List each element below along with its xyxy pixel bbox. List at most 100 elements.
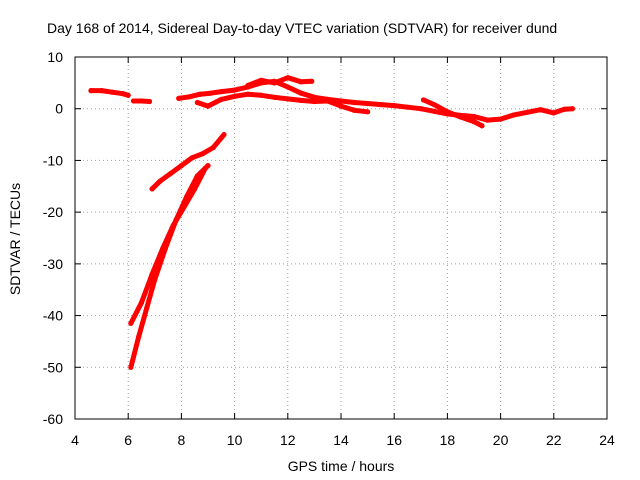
data-point [245,82,251,89]
data-point [232,87,238,93]
data-point [309,78,315,84]
data-point [168,170,174,176]
data-point [285,84,291,90]
data-point [298,79,304,85]
data-point [498,116,504,122]
data-point [365,109,371,115]
data-point [338,103,344,109]
y-tick-label: -40 [43,308,63,324]
axis-ticks: 4 6 8 10 12 14 16 18 20 22 24 10 0 -10 -20 -30 -40 -50 -60 [43,49,615,448]
y-tick-label: 0 [55,101,63,117]
data-point [471,119,477,125]
y-tick-label: -10 [43,152,63,168]
data-series [88,75,576,370]
data-point [99,88,105,94]
data-point [569,106,576,112]
data-point [208,90,214,96]
x-tick-label: 8 [178,432,186,448]
data-point [144,305,150,311]
x-axis-label: GPS time / hours [288,458,395,474]
data-point [178,163,184,169]
data-point [524,109,530,115]
series-track-d [149,132,227,192]
data-point [298,90,304,96]
x-tick-label: 12 [280,432,296,448]
x-tick-label: 10 [227,432,243,448]
chart-title: Day 168 of 2014, Sidereal Day-to-day VTE… [47,20,557,36]
data-point [125,92,131,98]
data-point [184,194,190,200]
data-point [157,178,163,184]
data-point [511,112,517,118]
data-point [205,103,211,109]
data-point [420,97,427,103]
data-point [128,320,134,326]
y-axis-label: SDTVAR / TECUs [7,183,23,295]
data-point [173,217,179,223]
data-point [325,98,331,104]
x-tick-label: 14 [333,432,349,448]
data-point [218,89,224,95]
data-point [162,245,169,251]
data-point [418,106,424,112]
data-point [285,96,291,102]
data-point [136,333,142,339]
data-point [311,94,317,100]
data-point [88,88,94,94]
data-point [258,92,264,98]
data-point [128,364,134,370]
data-point [194,99,200,106]
x-tick-label: 16 [386,432,402,448]
data-point [210,144,216,151]
y-tick-label: -30 [43,256,63,272]
data-point [444,109,450,115]
x-tick-label: 24 [599,432,615,448]
data-point [551,110,557,116]
data-point [479,123,485,129]
data-point [245,91,251,97]
data-point [338,98,344,104]
data-point [109,89,115,95]
y-tick-label: 10 [47,49,63,65]
data-point [200,151,206,157]
data-point [311,98,317,105]
data-point [271,94,278,100]
data-point [561,106,568,112]
data-point [186,94,192,100]
data-point [431,108,437,114]
data-point [120,91,126,97]
data-point [176,95,182,101]
data-point [149,186,155,192]
x-tick-label: 22 [546,432,562,448]
data-point [189,155,195,161]
y-tick-label: -20 [43,204,63,220]
data-point [378,101,384,108]
x-tick-label: 6 [124,432,132,448]
data-point [146,98,153,105]
x-tick-label: 20 [493,432,509,448]
data-point [365,100,371,107]
x-tick-label: 18 [440,432,456,448]
data-point [232,93,238,99]
data-point [130,98,137,104]
data-point [471,113,477,120]
data-point [149,271,155,277]
data-point [298,97,304,104]
data-point [271,80,278,86]
data-point [205,163,211,169]
data-point [404,104,411,110]
data-point [458,114,464,120]
data-point [197,91,203,97]
data-point [431,101,437,108]
data-point [285,75,291,81]
data-point [258,77,264,83]
y-tick-label: -50 [43,359,63,375]
data-point [218,96,224,103]
y-tick-label: -60 [43,411,63,427]
x-tick-label: 4 [71,432,79,448]
gridlines [75,57,607,419]
data-point [351,107,357,113]
data-point [484,117,490,123]
data-point [152,276,158,282]
series-track-f [128,163,211,370]
